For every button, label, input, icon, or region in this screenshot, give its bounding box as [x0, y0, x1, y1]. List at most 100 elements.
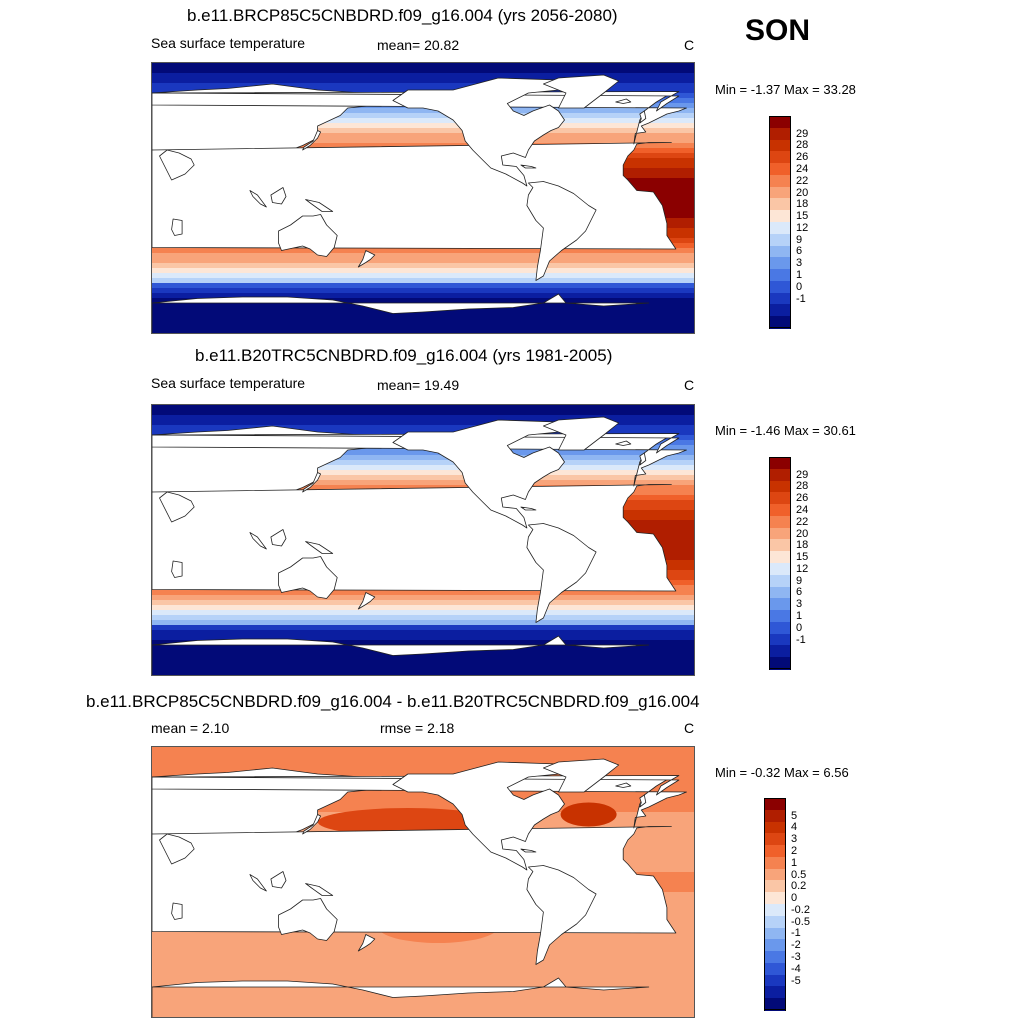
land-mass [392, 77, 590, 187]
panel-2-colorbar: 29 28 26 24 22 20 18 15 12 9 6 3 1 0 -1 [769, 457, 829, 670]
colorbar-label: -3 [791, 951, 801, 963]
colorbar-label: -0.5 [791, 915, 810, 928]
colorbar-swatch [769, 610, 791, 623]
ocean-band [152, 410, 694, 416]
colorbar-label: -5 [791, 974, 801, 987]
ocean-band [152, 283, 694, 289]
colorbar-swatch [769, 515, 791, 529]
colorbar-label: 4 [791, 821, 798, 834]
land-mass [615, 782, 632, 788]
colorbar-label: 20 [796, 186, 809, 199]
colorbar-label: 6 [796, 245, 803, 258]
panel-1-title: b.e11.BRCP85C5CNBDRD.f09_g16.004 (yrs 20… [187, 6, 618, 25]
ocean-band [152, 293, 694, 299]
panel-3-map-canvas [152, 747, 694, 1017]
land-mass [520, 848, 537, 853]
land-mass [152, 92, 687, 145]
ocean-band [152, 630, 694, 636]
ocean-band [152, 133, 694, 139]
colorbar-swatch [764, 892, 786, 905]
land-mass [639, 452, 647, 466]
land-mass [152, 142, 677, 250]
ocean-band [152, 73, 694, 79]
panel-1-map-canvas [152, 63, 694, 333]
ocean-band [152, 323, 694, 329]
ocean-band [152, 123, 694, 129]
colorbar-label: -0.2 [791, 903, 810, 916]
colorbar-label: 3 [796, 257, 803, 270]
ocean-band [152, 405, 694, 411]
colorbar-label: 20 [796, 527, 809, 540]
land-mass [392, 419, 590, 529]
colorbar-swatch [769, 198, 791, 211]
ocean-band [152, 977, 694, 983]
panel-2-variable-label: Sea surface temperature [151, 375, 306, 391]
ocean-band [152, 420, 694, 426]
colorbar-label: 0 [791, 892, 798, 905]
land-mass [152, 433, 680, 454]
ocean-band [152, 268, 694, 274]
colorbar-label: 1 [796, 269, 803, 281]
colorbar-swatch [764, 974, 786, 988]
colorbar-swatch [769, 480, 791, 493]
panel-2-map [151, 404, 695, 676]
ocean-band [152, 128, 694, 134]
land-mass [526, 865, 597, 965]
panel-1-mean-label: mean= 20.82 [377, 37, 460, 53]
colorbar-swatch [769, 233, 791, 247]
colorbar-swatch [769, 316, 791, 329]
ocean-band [152, 665, 694, 671]
panel-3-map [151, 746, 695, 1018]
colorbar-swatch [769, 457, 791, 470]
warming-anomaly-north-atlantic [560, 802, 617, 827]
ocean-band [152, 328, 694, 333]
colorbar-swatch [769, 539, 791, 552]
ocean-band [152, 792, 694, 798]
ocean-band [152, 595, 694, 601]
land-mass [270, 529, 287, 547]
ocean-band [152, 967, 694, 973]
colorbar-label: 1 [796, 610, 803, 622]
ocean-band [152, 415, 694, 421]
ocean-band [152, 747, 694, 753]
panel-2-map-canvas [152, 405, 694, 675]
ocean-band [152, 273, 694, 279]
ocean-band [152, 113, 694, 119]
colorbar-swatch [764, 833, 786, 846]
colorbar-swatch [769, 574, 791, 588]
colorbar-swatch [769, 586, 791, 599]
panel-2-title: b.e11.B20TRC5CNBDRD.f09_g16.004 (yrs 198… [195, 346, 613, 365]
colorbar-label: 0.5 [791, 868, 807, 881]
panel-2-minmax: Min = -1.46 Max = 30.61 [715, 423, 856, 438]
land-mass [171, 560, 183, 578]
panel-3-minmax: Min = -0.32 Max = 6.56 [715, 765, 849, 780]
colorbar-swatch [764, 939, 786, 952]
panel-2-mean-label: mean= 19.49 [377, 377, 460, 393]
ocean-band [152, 757, 694, 763]
ocean-band [152, 470, 694, 476]
colorbar-label: 9 [796, 574, 803, 587]
land-mass [249, 190, 267, 208]
colorbar-label: 29 [796, 127, 809, 140]
ocean-band [152, 480, 694, 486]
land-mass [639, 110, 647, 124]
colorbar-swatch [769, 527, 791, 541]
land-mass [278, 898, 338, 941]
colorbar-swatch [769, 151, 791, 164]
colorbar-swatch [769, 174, 791, 188]
colorbar-swatch [769, 210, 791, 223]
ocean-band [152, 460, 694, 466]
ocean-band [152, 138, 694, 144]
ocean-band [152, 620, 694, 626]
colorbar-swatch [769, 245, 791, 258]
colorbar-label: 22 [796, 174, 809, 187]
land-mass [249, 874, 267, 892]
colorbar-swatch [769, 645, 791, 658]
land-mass [542, 74, 620, 109]
colorbar-label: 1 [791, 856, 798, 869]
colorbar-swatch [769, 116, 791, 129]
colorbar-swatch [769, 222, 791, 235]
colorbar-swatch [764, 915, 786, 929]
panel-3-title: b.e11.BRCP85C5CNBDRD.f09_g16.004 - b.e11… [86, 692, 700, 711]
colorbar-label: 18 [796, 539, 809, 552]
